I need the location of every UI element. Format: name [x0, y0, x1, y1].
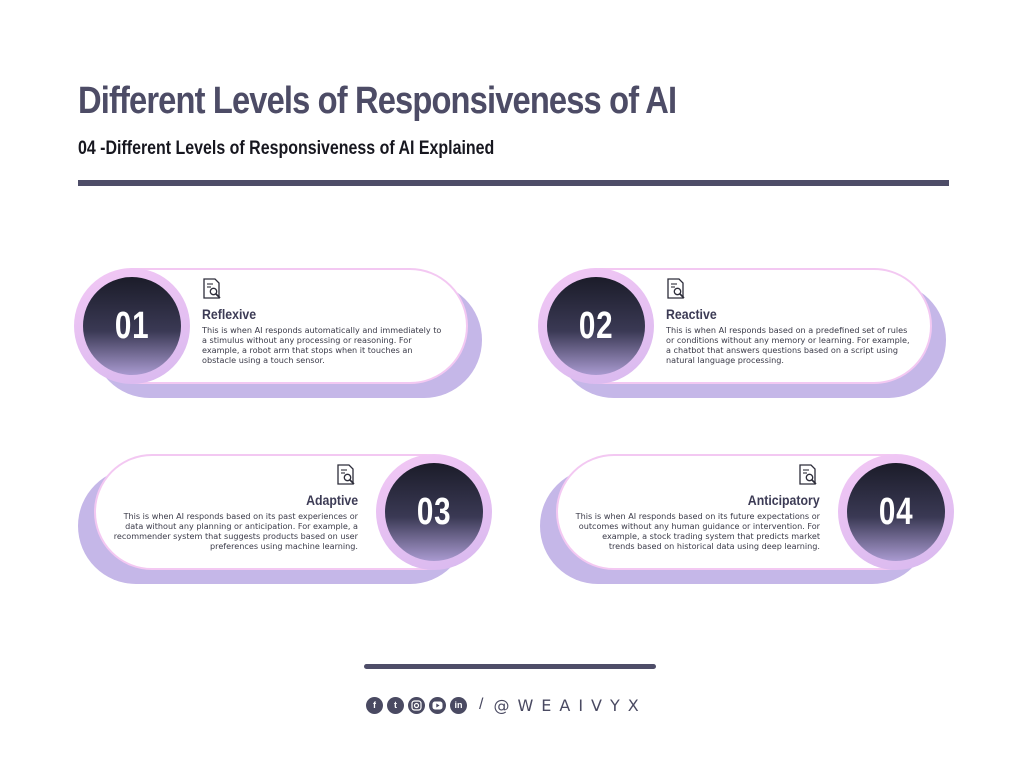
- social-footer: f t in / @WEAIVYX: [366, 695, 647, 715]
- card-description: This is when AI responds automatically a…: [202, 325, 442, 365]
- level-card-reactive: 02 Reactive This is when AI responds bas…: [538, 268, 952, 398]
- card-label: Reactive: [666, 306, 717, 322]
- number-badge: 02: [547, 277, 645, 375]
- document-search-icon: [337, 464, 355, 485]
- card-description: This is when AI responds based on a pred…: [666, 325, 910, 365]
- level-card-reflexive: 01 Reflexive This is when AI responds au…: [74, 268, 488, 398]
- number-badge-ring: 04: [838, 454, 954, 570]
- card-label: Anticipatory: [748, 492, 820, 508]
- number-badge-ring: 01: [74, 268, 190, 384]
- level-card-anticipatory: 04 Anticipatory This is when AI responds…: [540, 454, 966, 584]
- card-number: 01: [114, 304, 150, 347]
- card-description: This is when AI responds based on its fu…: [575, 511, 820, 551]
- tumblr-icon[interactable]: t: [387, 696, 404, 714]
- number-badge: 04: [847, 463, 945, 561]
- number-badge: 03: [385, 463, 483, 561]
- card-number: 03: [416, 490, 452, 533]
- card-label: Adaptive: [305, 492, 358, 508]
- page-title: Different Levels of Responsiveness of AI: [78, 80, 677, 122]
- number-badge-ring: 02: [538, 268, 654, 384]
- youtube-icon[interactable]: [429, 696, 446, 714]
- card-number: 02: [578, 304, 614, 347]
- number-badge: 01: [83, 277, 181, 375]
- page-subtitle: 04 -Different Levels of Responsiveness o…: [78, 138, 495, 159]
- footer-divider: [364, 664, 656, 669]
- card-label: Reflexive: [202, 306, 257, 322]
- instagram-icon[interactable]: [408, 696, 425, 714]
- card-description: This is when AI responds based on its pa…: [113, 511, 358, 551]
- document-search-icon: [799, 464, 817, 485]
- document-search-icon: [667, 278, 685, 299]
- linkedin-icon[interactable]: in: [450, 696, 467, 714]
- facebook-icon[interactable]: f: [366, 696, 383, 714]
- header-divider: [78, 180, 949, 186]
- number-badge-ring: 03: [376, 454, 492, 570]
- card-number: 04: [878, 490, 914, 533]
- document-search-icon: [203, 278, 221, 299]
- footer-separator: /: [479, 696, 484, 713]
- social-handle[interactable]: @WEAIVYX: [493, 695, 647, 715]
- level-card-adaptive: 03 Adaptive This is when AI responds bas…: [78, 454, 504, 584]
